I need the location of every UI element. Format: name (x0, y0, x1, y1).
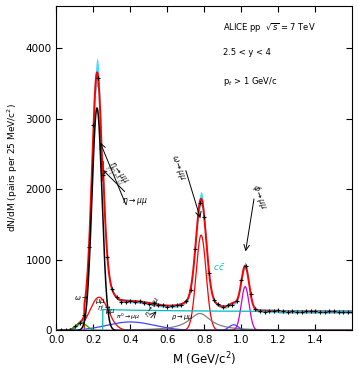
Text: ALICE pp  $\sqrt{s}$ = 7 TeV: ALICE pp $\sqrt{s}$ = 7 TeV (223, 21, 316, 34)
Text: $\omega \rightarrow \mu\mu$: $\omega \rightarrow \mu\mu$ (168, 153, 188, 183)
Text: p$_t$ > 1 GeV/c: p$_t$ > 1 GeV/c (223, 75, 277, 88)
Y-axis label: dN/dM (pairs per 25 MeV/c$^2$): dN/dM (pairs per 25 MeV/c$^2$) (6, 104, 20, 233)
Text: $\mu\mu$: $\mu\mu$ (95, 297, 106, 306)
Text: $\rho \rightarrow \mu\mu$: $\rho \rightarrow \mu\mu$ (171, 313, 194, 322)
Text: $\phi \rightarrow \mu\mu$: $\phi \rightarrow \mu\mu$ (250, 182, 271, 211)
Text: 2.5 < y < 4: 2.5 < y < 4 (223, 48, 271, 57)
Text: $\pi^0 \rightarrow \mu\mu$: $\pi^0 \rightarrow \mu\mu$ (116, 312, 140, 322)
Text: $\gamma\eta \leftarrow \mu$: $\gamma\eta \leftarrow \mu$ (102, 162, 126, 188)
Text: $\mu\mu$: $\mu\mu$ (105, 307, 115, 316)
Text: $\omega \rightarrow$: $\omega \rightarrow$ (74, 294, 89, 302)
X-axis label: M (GeV/c$^2$): M (GeV/c$^2$) (172, 351, 237, 368)
Text: $c\,\bar{c}$: $c\,\bar{c}$ (213, 262, 225, 273)
Text: $\eta \rightarrow \mu\mu$: $\eta \rightarrow \mu\mu$ (103, 171, 148, 207)
Text: $\eta \rightarrow \mu\mu$: $\eta \rightarrow \mu\mu$ (144, 295, 163, 319)
Text: $\eta' \rightarrow$: $\eta' \rightarrow$ (97, 304, 112, 315)
Text: $\eta \rightarrow \mu\mu$: $\eta \rightarrow \mu\mu$ (106, 159, 131, 186)
